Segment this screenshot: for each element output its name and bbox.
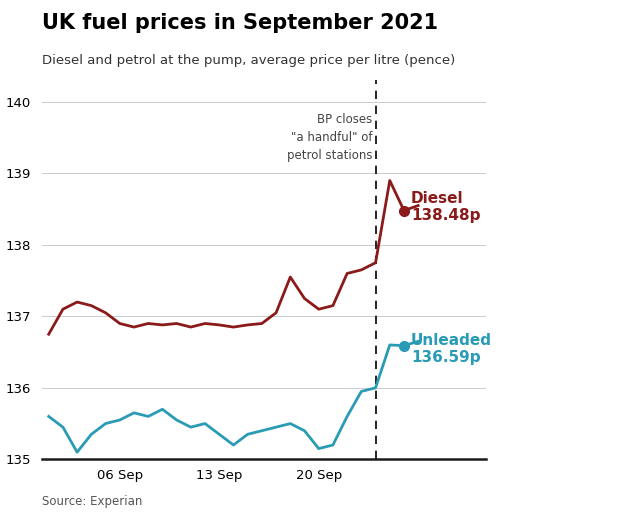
Text: Diesel
138.48p: Diesel 138.48p	[411, 191, 481, 223]
Text: Diesel and petrol at the pump, average price per litre (pence): Diesel and petrol at the pump, average p…	[42, 54, 455, 67]
Text: UK fuel prices in September 2021: UK fuel prices in September 2021	[42, 13, 438, 33]
Text: B: B	[559, 494, 568, 507]
Text: B: B	[515, 494, 525, 507]
Text: BP closes
"a handful" of
petrol stations: BP closes "a handful" of petrol stations	[287, 113, 372, 161]
Text: C: C	[602, 494, 612, 507]
Text: Source: Experian: Source: Experian	[42, 495, 142, 508]
Text: Unleaded
136.59p: Unleaded 136.59p	[411, 333, 492, 365]
